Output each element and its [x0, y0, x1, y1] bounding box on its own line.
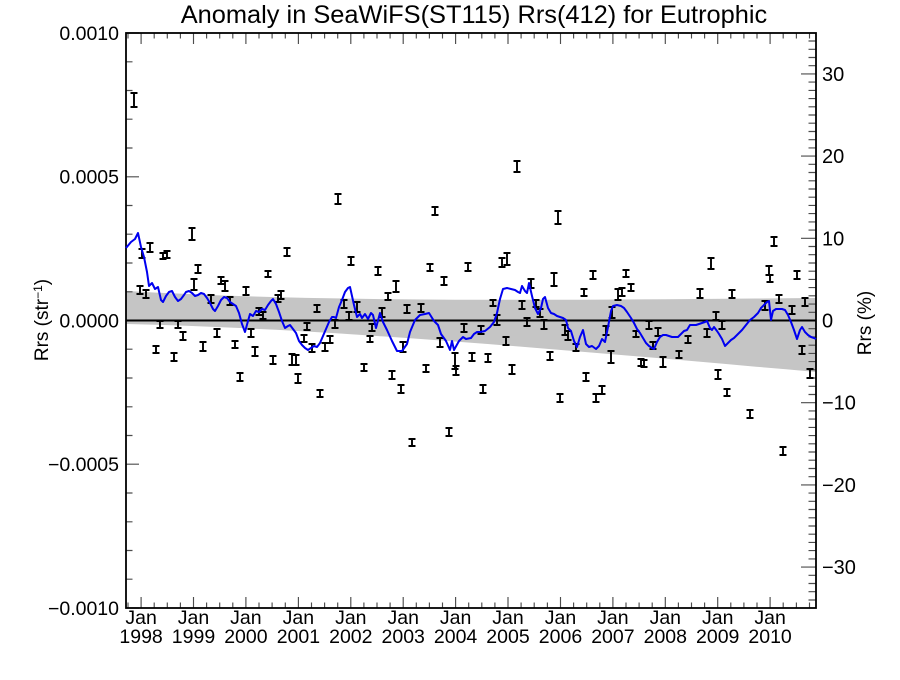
svg-text:0: 0	[822, 311, 833, 333]
svg-text:2007: 2007	[591, 626, 634, 648]
svg-text:10: 10	[822, 228, 844, 250]
svg-text:Jan: Jan	[387, 607, 418, 629]
svg-text:−0.0010: −0.0010	[48, 598, 119, 620]
svg-text:−10: −10	[822, 393, 856, 415]
svg-text:2004: 2004	[434, 626, 478, 648]
svg-text:Rrs (%): Rrs (%)	[855, 291, 876, 355]
svg-text:1998: 1998	[119, 626, 162, 648]
svg-text:2002: 2002	[329, 626, 372, 648]
svg-text:20: 20	[822, 146, 844, 168]
svg-text:Rrs (str−1): Rrs (str−1)	[31, 279, 53, 361]
svg-text:2005: 2005	[486, 626, 530, 648]
svg-text:0.0010: 0.0010	[59, 23, 119, 45]
svg-text:2006: 2006	[539, 626, 582, 648]
svg-text:2009: 2009	[696, 626, 739, 648]
svg-text:Jan: Jan	[178, 607, 209, 629]
svg-text:Jan: Jan	[650, 607, 681, 629]
svg-text:0.0005: 0.0005	[59, 167, 119, 189]
svg-text:1999: 1999	[172, 626, 215, 648]
svg-text:Anomaly in SeaWiFS(ST115) Rrs(: Anomaly in SeaWiFS(ST115) Rrs(412) for E…	[181, 1, 768, 29]
svg-text:2008: 2008	[644, 626, 687, 648]
svg-text:Jan: Jan	[230, 607, 261, 629]
svg-text:2010: 2010	[748, 626, 792, 648]
svg-text:Jan: Jan	[335, 607, 366, 629]
svg-text:Jan: Jan	[754, 607, 785, 629]
svg-text:Jan: Jan	[597, 607, 628, 629]
svg-text:Jan: Jan	[125, 607, 156, 629]
svg-text:Jan: Jan	[702, 607, 733, 629]
svg-text:Jan: Jan	[283, 607, 314, 629]
svg-text:2000: 2000	[224, 626, 268, 648]
svg-text:30: 30	[822, 64, 844, 86]
svg-text:−30: −30	[822, 557, 856, 579]
svg-text:2003: 2003	[382, 626, 425, 648]
svg-text:−0.0005: −0.0005	[48, 454, 119, 476]
svg-text:Jan: Jan	[440, 607, 471, 629]
svg-text:2001: 2001	[277, 626, 320, 648]
svg-text:−20: −20	[822, 475, 856, 497]
svg-text:Jan: Jan	[492, 607, 523, 629]
svg-text:0.0000: 0.0000	[59, 310, 119, 332]
svg-text:Jan: Jan	[545, 607, 576, 629]
